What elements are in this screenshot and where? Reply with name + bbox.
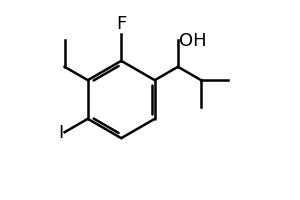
Text: I: I	[58, 124, 63, 141]
Text: F: F	[116, 15, 126, 33]
Text: OH: OH	[179, 32, 207, 50]
